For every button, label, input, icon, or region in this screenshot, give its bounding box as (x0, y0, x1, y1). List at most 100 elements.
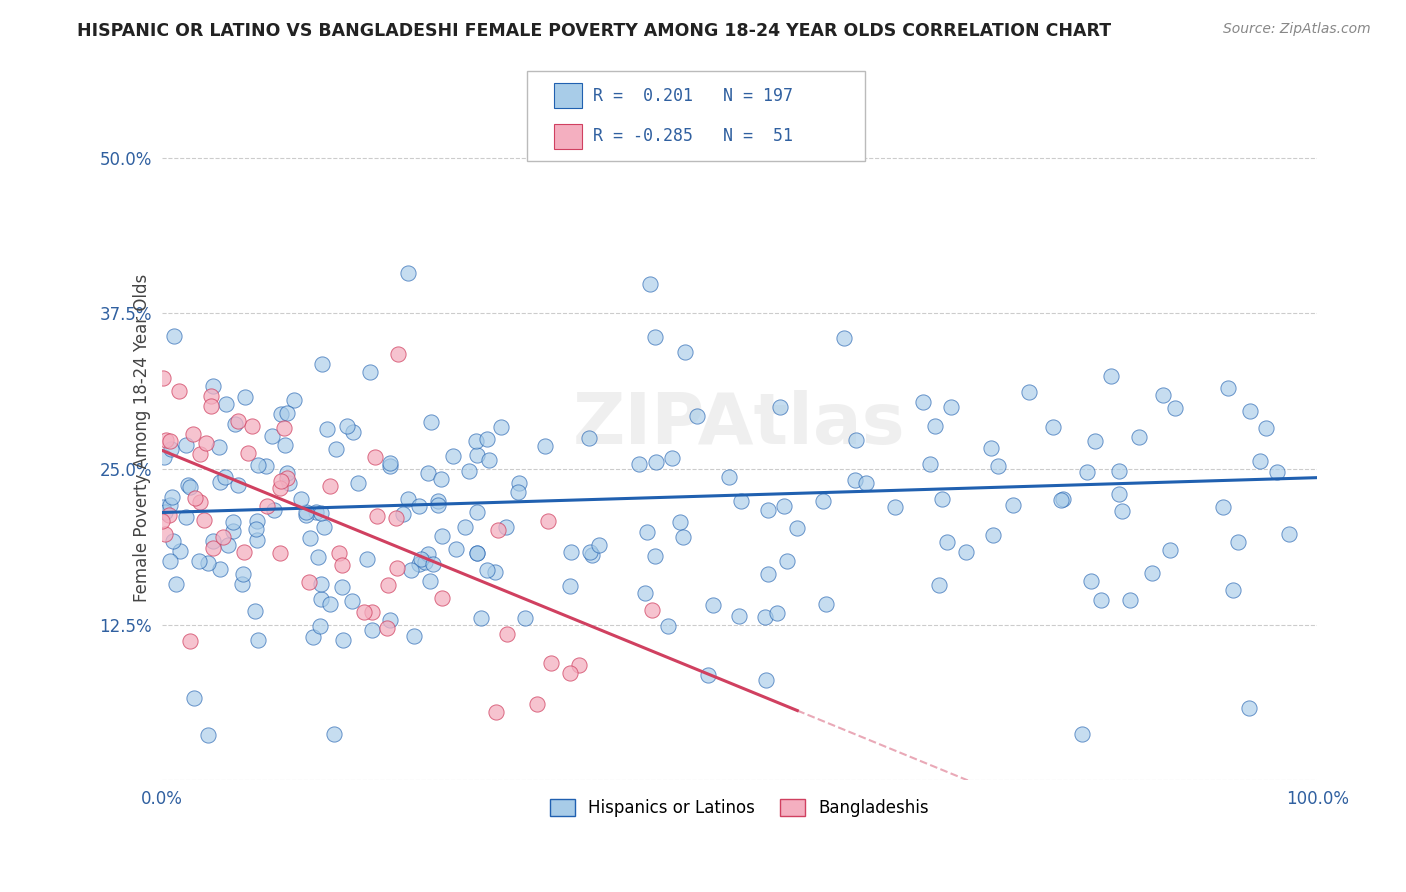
Point (194, 436, 217, 450)
Point (269, 546, 291, 560)
Point (883, 500, 905, 514)
Point (387, 346, 409, 360)
Point (346, 475, 368, 490)
Point (233, 545, 256, 559)
Point (756, 503, 779, 517)
Point (311, 506, 333, 520)
Text: ZIPAtlas: ZIPAtlas (574, 390, 905, 458)
Point (1080, 574, 1102, 589)
Point (160, 442, 183, 456)
Point (832, 331, 855, 345)
Point (162, 533, 184, 548)
Point (644, 330, 666, 344)
Point (1237, 701, 1260, 715)
Point (319, 479, 342, 493)
Point (537, 515, 560, 529)
Point (263, 503, 285, 517)
Point (661, 451, 683, 466)
Point (1119, 592, 1142, 607)
Text: R =  0.201   N = 197: R = 0.201 N = 197 (593, 87, 793, 105)
Point (1111, 504, 1133, 518)
Point (657, 619, 679, 633)
Point (385, 511, 408, 525)
Point (260, 429, 283, 443)
Point (928, 577, 950, 591)
Point (430, 472, 453, 486)
Point (844, 474, 866, 488)
Point (231, 576, 253, 591)
Point (256, 499, 278, 513)
Point (163, 328, 186, 343)
Point (222, 515, 245, 529)
Point (1222, 582, 1244, 597)
Point (495, 520, 517, 534)
Point (408, 558, 430, 572)
Point (340, 593, 363, 607)
Point (686, 409, 709, 423)
Point (276, 467, 298, 481)
Point (558, 579, 581, 593)
Point (380, 459, 402, 474)
Point (399, 563, 422, 577)
Point (359, 365, 381, 379)
Point (356, 552, 378, 566)
Point (673, 345, 696, 359)
Point (419, 574, 441, 588)
Point (1071, 727, 1094, 741)
Point (224, 417, 246, 432)
Point (1042, 420, 1064, 434)
Point (193, 513, 215, 527)
Point (342, 425, 364, 439)
Point (634, 586, 657, 600)
Point (470, 611, 492, 625)
Point (330, 580, 353, 594)
Point (776, 554, 799, 568)
Point (981, 528, 1004, 542)
Point (426, 494, 449, 508)
Point (485, 705, 508, 719)
Point (246, 458, 269, 473)
Point (641, 603, 664, 617)
Point (269, 481, 291, 495)
Point (190, 494, 212, 508)
Point (311, 357, 333, 371)
Point (274, 438, 297, 452)
Point (920, 457, 942, 471)
Point (454, 519, 477, 533)
Point (444, 542, 467, 557)
Point (702, 598, 724, 612)
Point (232, 566, 254, 581)
Point (392, 507, 415, 521)
Point (155, 433, 177, 447)
Point (766, 606, 789, 620)
Point (273, 421, 295, 435)
Point (845, 433, 868, 447)
Point (298, 531, 321, 545)
Point (323, 726, 346, 740)
Point (672, 530, 695, 544)
Point (404, 629, 426, 643)
Point (931, 492, 953, 507)
Point (330, 558, 353, 573)
Point (159, 498, 181, 512)
Point (396, 267, 419, 281)
Point (378, 456, 401, 470)
Point (201, 379, 224, 393)
Point (1140, 566, 1163, 580)
Point (980, 441, 1002, 455)
Point (730, 493, 752, 508)
Point (815, 598, 838, 612)
Point (277, 475, 299, 490)
Point (246, 533, 269, 548)
Point (422, 557, 444, 571)
Point (165, 576, 187, 591)
Point (1108, 487, 1130, 501)
Point (152, 500, 174, 514)
Point (432, 591, 454, 605)
Point (911, 395, 934, 409)
Point (360, 605, 382, 619)
Point (1128, 430, 1150, 444)
Point (475, 563, 498, 577)
Point (1108, 464, 1130, 478)
Point (202, 533, 225, 548)
